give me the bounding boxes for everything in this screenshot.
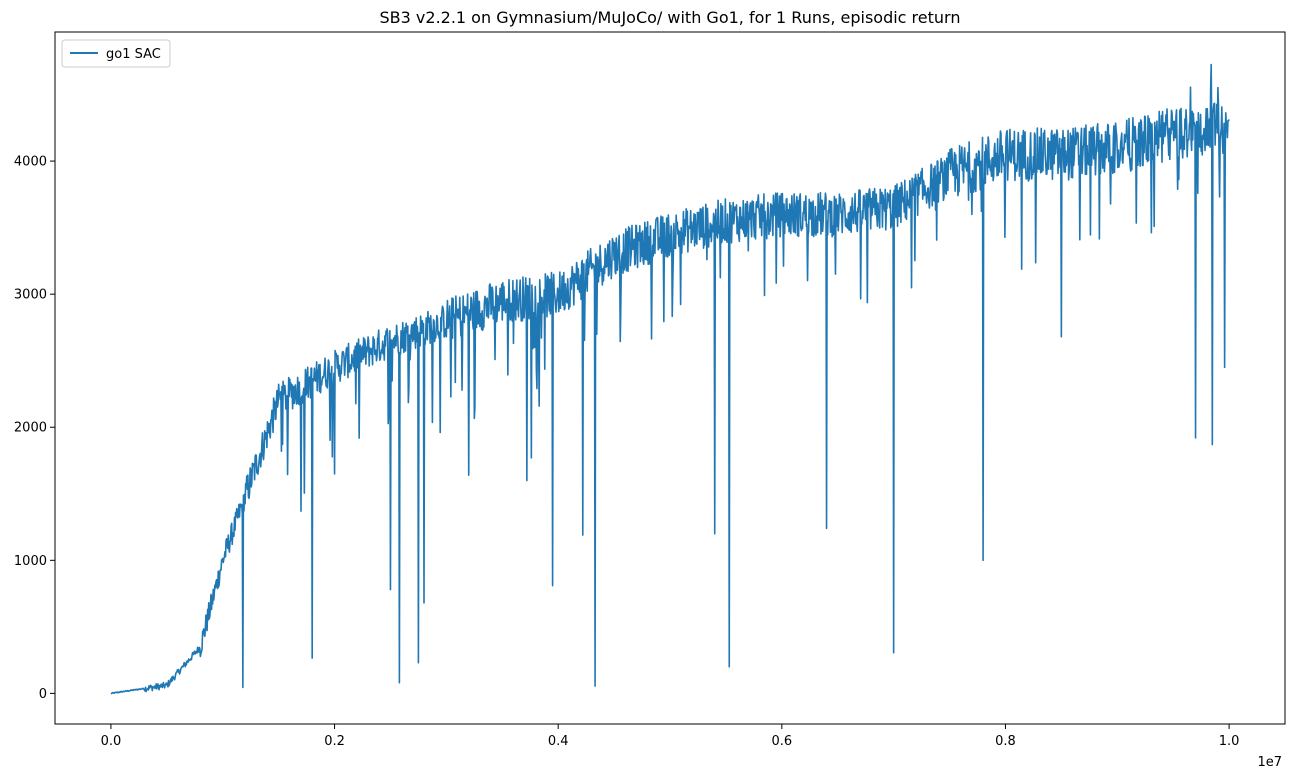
y-tick-label: 4000 [14, 155, 47, 170]
chart-title: SB3 v2.2.1 on Gymnasium/MuJoCo/ with Go1… [380, 8, 961, 27]
x-tick-label: 0.2 [324, 734, 345, 749]
legend-box [61, 39, 171, 68]
axes-frame [54, 31, 1286, 725]
y-tick-label: 1000 [14, 554, 47, 569]
x-tick-label: 0.0 [101, 734, 122, 749]
x-axis: 0.0 0.2 0.4 0.6 0.8 1.0 [101, 724, 1240, 749]
plot-area [54, 31, 1286, 725]
x-tick-label: 0.6 [771, 734, 792, 749]
x-tick-label: 0.4 [548, 734, 569, 749]
x-tick-label: 1.0 [1219, 734, 1240, 749]
x-tick-label: 0.8 [995, 734, 1016, 749]
legend-label-go1-sac: go1 SAC [106, 47, 161, 62]
y-tick-label: 2000 [14, 421, 47, 436]
y-axis: 0 1000 2000 3000 4000 [14, 155, 55, 702]
legend: go1 SAC [61, 39, 171, 68]
y-tick-label: 0 [39, 687, 47, 702]
x-axis-offset-label: 1e7 [1257, 755, 1282, 770]
series-line-go1-sac [110, 63, 1230, 695]
y-tick-label: 3000 [14, 288, 47, 303]
